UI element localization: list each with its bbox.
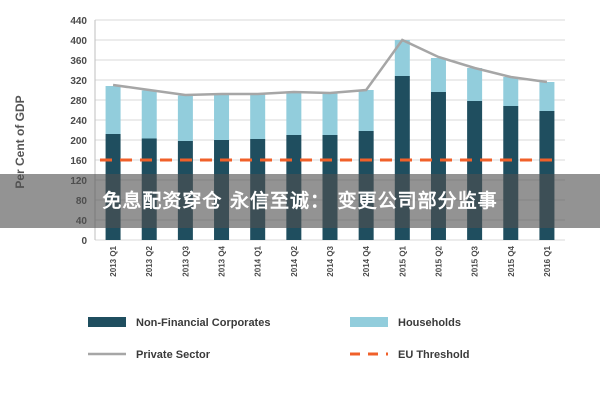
bar-households: [358, 90, 374, 131]
bar-households: [322, 93, 338, 135]
x-tick-label: 2013 Q4: [218, 245, 227, 276]
bar-households: [214, 94, 230, 140]
y-tick-label: 360: [70, 56, 87, 67]
x-tick-label: 2014 Q4: [362, 245, 371, 276]
y-tick-label: 400: [70, 36, 87, 47]
y-tick-label: 440: [70, 16, 87, 27]
x-tick-label: 2013 Q2: [145, 245, 154, 276]
x-tick-label: 2014 Q1: [254, 245, 263, 276]
x-tick-label: 2015 Q2: [434, 245, 443, 276]
y-tick-label: 200: [70, 136, 87, 147]
legend-label: Households: [398, 317, 461, 329]
private-sector-line: [112, 38, 548, 97]
legend-swatch: [88, 317, 126, 327]
x-tick-label: 2013 Q1: [109, 245, 118, 276]
bar-households: [250, 94, 266, 139]
legend-label: Private Sector: [136, 349, 211, 361]
bar-households: [141, 90, 157, 139]
y-tick-label: 240: [70, 116, 87, 127]
bar-households: [394, 40, 410, 76]
x-tick-label: 2015 Q1: [398, 245, 407, 276]
legend-item: Non-Financial Corporates: [88, 317, 270, 329]
bar-households: [105, 86, 121, 134]
bar-households: [286, 92, 302, 135]
legend-item: EU Threshold: [350, 349, 470, 361]
y-axis-label: Per Cent of GDP: [13, 95, 27, 188]
bar-households: [467, 68, 483, 101]
legend-label: EU Threshold: [398, 349, 470, 361]
x-tick-label: 2013 Q3: [181, 245, 190, 276]
x-tick-label: 2014 Q3: [326, 245, 335, 276]
x-tick-label: 2015 Q4: [507, 245, 516, 276]
legend-item: Households: [350, 317, 461, 329]
x-tick-label: 2014 Q2: [290, 245, 299, 276]
bar-households: [177, 95, 193, 141]
bar-households: [430, 58, 446, 92]
legend: Non-Financial Corporates Households Privat…: [88, 317, 470, 361]
legend-item: Private Sector: [88, 349, 211, 361]
legend-label: Non-Financial Corporates: [136, 317, 270, 329]
y-tick-label: 280: [70, 96, 87, 107]
lines: [100, 38, 560, 162]
bar-households: [539, 82, 555, 111]
overlay-banner-text: 免息配资穿仓 永信至诚： 变更公司部分监事: [102, 190, 498, 212]
bar-households: [503, 77, 519, 106]
overlay-banner: [0, 174, 600, 228]
y-tick-label: 0: [81, 236, 87, 247]
x-axis-ticks: 2013 Q1 2013 Q2 2013 Q3 2013 Q4 2014 Q1 2014 …: [109, 245, 552, 276]
legend-swatch: [350, 317, 388, 327]
x-tick-label: 2016 Q1: [543, 245, 552, 276]
y-tick-label: 160: [70, 156, 87, 167]
y-tick-label: 320: [70, 76, 87, 87]
x-tick-label: 2015 Q3: [471, 245, 480, 276]
